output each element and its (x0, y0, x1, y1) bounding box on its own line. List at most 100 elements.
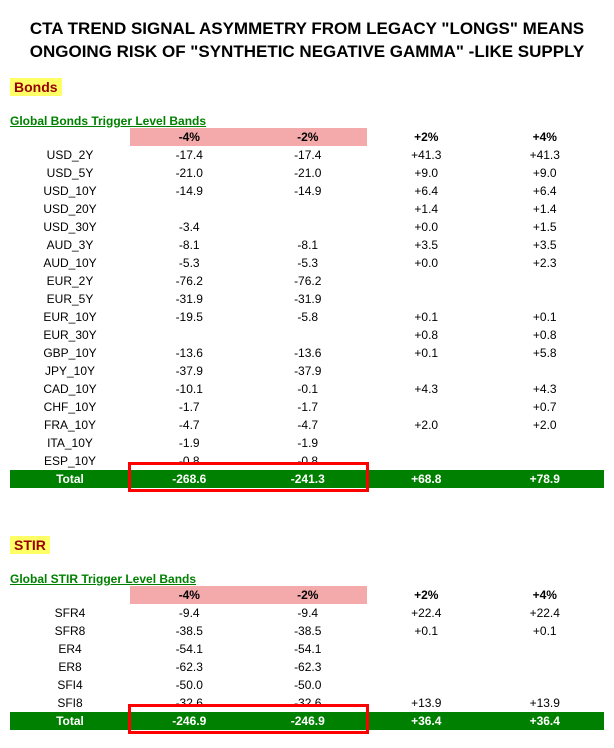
bonds-subhead: Global Bonds Trigger Level Bands (10, 114, 604, 128)
row-name: ER4 (10, 640, 130, 658)
cell-neg4: -50.0 (130, 676, 249, 694)
table-row: AUD_3Y-8.1-8.1+3.5+3.5 (10, 236, 604, 254)
cell-pos2: +13.9 (367, 694, 486, 712)
bonds-table: -4% -2% +2% +4% USD_2Y-17.4-17.4+41.3+41… (10, 128, 604, 488)
cell-pos4 (486, 362, 605, 380)
col-pos2: +2% (367, 586, 486, 604)
col-pos2: +2% (367, 128, 486, 146)
table-row: ESP_10Y-0.8-0.8 (10, 452, 604, 470)
cell-pos4: +0.7 (486, 398, 605, 416)
stir-subhead: Global STIR Trigger Level Bands (10, 572, 604, 586)
row-name: SFI4 (10, 676, 130, 694)
cell-neg4: -5.3 (130, 254, 249, 272)
table-row: ITA_10Y-1.9-1.9 (10, 434, 604, 452)
cell-pos4: +2.3 (486, 254, 605, 272)
table-row: FRA_10Y-4.7-4.7+2.0+2.0 (10, 416, 604, 434)
row-name: JPY_10Y (10, 362, 130, 380)
bonds-header-row: -4% -2% +2% +4% (10, 128, 604, 146)
cell-pos2: +0.1 (367, 622, 486, 640)
cell-neg2: -4.7 (249, 416, 368, 434)
cell-pos4 (486, 658, 605, 676)
cell-pos2 (367, 640, 486, 658)
cell-neg2: -54.1 (249, 640, 368, 658)
cell-pos2 (367, 452, 486, 470)
stir-total-row: Total -246.9 -246.9 +36.4 +36.4 (10, 712, 604, 730)
stir-total-label: Total (10, 712, 130, 730)
table-row: SFR8-38.5-38.5+0.1+0.1 (10, 622, 604, 640)
cell-neg4: -38.5 (130, 622, 249, 640)
row-name: EUR_2Y (10, 272, 130, 290)
cell-pos2 (367, 434, 486, 452)
cell-neg2: -31.9 (249, 290, 368, 308)
stir-section: STIR Global STIR Trigger Level Bands -4%… (10, 536, 604, 730)
table-row: SFR4-9.4-9.4+22.4+22.4 (10, 604, 604, 622)
table-row: ER8-62.3-62.3 (10, 658, 604, 676)
row-name: CAD_10Y (10, 380, 130, 398)
cell-pos2 (367, 272, 486, 290)
blank-header (10, 128, 130, 146)
cell-neg2: -37.9 (249, 362, 368, 380)
cell-neg4: -4.7 (130, 416, 249, 434)
row-name: USD_10Y (10, 182, 130, 200)
cell-neg4: -0.8 (130, 452, 249, 470)
row-name: AUD_3Y (10, 236, 130, 254)
cell-neg4: -32.6 (130, 694, 249, 712)
cell-pos4 (486, 452, 605, 470)
cell-neg4: -54.1 (130, 640, 249, 658)
cell-pos4: +1.5 (486, 218, 605, 236)
cell-pos4 (486, 676, 605, 694)
bonds-total-neg2: -241.3 (249, 470, 368, 488)
stir-table-wrap: -4% -2% +2% +4% SFR4-9.4-9.4+22.4+22.4SF… (10, 586, 604, 730)
table-row: USD_10Y-14.9-14.9+6.4+6.4 (10, 182, 604, 200)
cell-pos4: +2.0 (486, 416, 605, 434)
bonds-section: Bonds Global Bonds Trigger Level Bands -… (10, 78, 604, 488)
row-name: SFR4 (10, 604, 130, 622)
col-neg2: -2% (249, 586, 368, 604)
cell-neg2: -21.0 (249, 164, 368, 182)
cell-pos2 (367, 398, 486, 416)
bonds-total-neg4: -268.6 (130, 470, 249, 488)
cell-pos2 (367, 676, 486, 694)
cell-neg4: -3.4 (130, 218, 249, 236)
cell-pos2: +9.0 (367, 164, 486, 182)
cell-pos2: +0.1 (367, 308, 486, 326)
cell-neg4: -8.1 (130, 236, 249, 254)
cell-pos4 (486, 290, 605, 308)
row-name: AUD_10Y (10, 254, 130, 272)
cell-pos2 (367, 290, 486, 308)
cell-neg4: -31.9 (130, 290, 249, 308)
cell-pos2: +0.8 (367, 326, 486, 344)
cell-neg2: -5.8 (249, 308, 368, 326)
row-name: SFR8 (10, 622, 130, 640)
row-name: ESP_10Y (10, 452, 130, 470)
table-row: USD_30Y-3.4+0.0+1.5 (10, 218, 604, 236)
col-neg4: -4% (130, 128, 249, 146)
cell-pos2: +4.3 (367, 380, 486, 398)
cell-pos4: +4.3 (486, 380, 605, 398)
cell-neg2: -62.3 (249, 658, 368, 676)
cell-neg4 (130, 326, 249, 344)
title-line-2: ONGOING RISK OF "SYNTHETIC NEGATIVE GAMM… (30, 42, 585, 61)
table-row: SFI4-50.0-50.0 (10, 676, 604, 694)
table-row: EUR_30Y+0.8+0.8 (10, 326, 604, 344)
stir-label: STIR (10, 536, 50, 554)
cell-neg2: -5.3 (249, 254, 368, 272)
table-row: USD_5Y-21.0-21.0+9.0+9.0 (10, 164, 604, 182)
cell-neg2: -38.5 (249, 622, 368, 640)
cell-pos4: +9.0 (486, 164, 605, 182)
cell-neg4: -14.9 (130, 182, 249, 200)
row-name: USD_30Y (10, 218, 130, 236)
cell-neg4: -13.6 (130, 344, 249, 362)
cell-neg2: -13.6 (249, 344, 368, 362)
cell-pos2: +0.0 (367, 254, 486, 272)
cell-neg2 (249, 200, 368, 218)
table-row: JPY_10Y-37.9-37.9 (10, 362, 604, 380)
cell-pos2: +41.3 (367, 146, 486, 164)
cell-neg4: -37.9 (130, 362, 249, 380)
cell-neg2: -50.0 (249, 676, 368, 694)
blank-header (10, 586, 130, 604)
row-name: CHF_10Y (10, 398, 130, 416)
cell-pos4: +0.1 (486, 622, 605, 640)
col-neg2: -2% (249, 128, 368, 146)
cell-neg4: -1.7 (130, 398, 249, 416)
